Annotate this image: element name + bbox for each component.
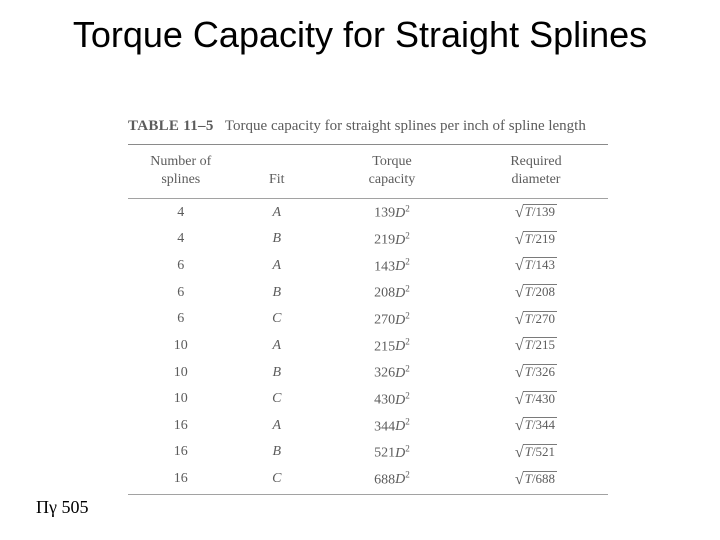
- cell-number: 10: [128, 333, 234, 360]
- cell-torque: 430D2: [320, 386, 464, 413]
- table-row: 16A344D2√T/344: [128, 413, 608, 440]
- cell-torque: 208D2: [320, 279, 464, 306]
- cell-diameter: √T/139: [464, 199, 608, 226]
- cell-diameter: √T/521: [464, 439, 608, 466]
- table-row: 4B219D2√T/219: [128, 226, 608, 253]
- spline-table: Number ofsplines Fit Torquecapacity Requ…: [128, 144, 608, 495]
- cell-number: 6: [128, 279, 234, 306]
- cell-number: 16: [128, 413, 234, 440]
- cell-diameter: √T/270: [464, 306, 608, 333]
- cell-torque: 270D2: [320, 306, 464, 333]
- table-row: 10C430D2√T/430: [128, 386, 608, 413]
- cell-number: 16: [128, 439, 234, 466]
- cell-number: 16: [128, 466, 234, 495]
- cell-fit: A: [234, 253, 320, 280]
- col-header-number: Number ofsplines: [128, 145, 234, 198]
- cell-fit: A: [234, 333, 320, 360]
- cell-torque: 344D2: [320, 413, 464, 440]
- cell-number: 4: [128, 226, 234, 253]
- table-header-row: Number ofsplines Fit Torquecapacity Requ…: [128, 145, 608, 198]
- caption-label: TABLE 11–5: [128, 118, 214, 134]
- cell-torque: 215D2: [320, 333, 464, 360]
- col-header-number-text: Number ofsplines: [150, 154, 211, 187]
- table-row: 10B326D2√T/326: [128, 359, 608, 386]
- col-header-diameter: Requireddiameter: [464, 145, 608, 198]
- cell-diameter: √T/219: [464, 226, 608, 253]
- table-row: 4A139D2√T/139: [128, 199, 608, 226]
- cell-torque: 688D2: [320, 466, 464, 495]
- table-row: 10A215D2√T/215: [128, 333, 608, 360]
- col-header-torque-text: Torquecapacity: [369, 154, 416, 187]
- cell-number: 10: [128, 386, 234, 413]
- cell-fit: B: [234, 226, 320, 253]
- table-row: 16B521D2√T/521: [128, 439, 608, 466]
- cell-number: 10: [128, 359, 234, 386]
- slide-title: Torque Capacity for Straight Splines: [0, 0, 720, 55]
- cell-diameter: √T/208: [464, 279, 608, 306]
- page-reference: Πγ 505: [36, 497, 88, 518]
- col-header-fit-text: Fit: [269, 172, 285, 187]
- slide: Torque Capacity for Straight Splines TAB…: [0, 0, 720, 540]
- col-header-diameter-text: Requireddiameter: [510, 154, 561, 187]
- cell-diameter: √T/326: [464, 359, 608, 386]
- cell-torque: 143D2: [320, 253, 464, 280]
- cell-number: 4: [128, 199, 234, 226]
- cell-diameter: √T/344: [464, 413, 608, 440]
- cell-fit: C: [234, 466, 320, 495]
- cell-fit: A: [234, 413, 320, 440]
- cell-torque: 521D2: [320, 439, 464, 466]
- cell-fit: A: [234, 199, 320, 226]
- cell-fit: B: [234, 439, 320, 466]
- table-row: 6A143D2√T/143: [128, 253, 608, 280]
- cell-fit: C: [234, 306, 320, 333]
- cell-torque: 326D2: [320, 359, 464, 386]
- col-header-torque: Torquecapacity: [320, 145, 464, 198]
- cell-fit: B: [234, 279, 320, 306]
- cell-diameter: √T/430: [464, 386, 608, 413]
- cell-number: 6: [128, 253, 234, 280]
- table-body: 4A139D2√T/1394B219D2√T/2196A143D2√T/1436…: [128, 199, 608, 495]
- cell-number: 6: [128, 306, 234, 333]
- cell-torque: 219D2: [320, 226, 464, 253]
- cell-fit: B: [234, 359, 320, 386]
- cell-diameter: √T/215: [464, 333, 608, 360]
- caption-text: Torque capacity for straight splines per…: [225, 118, 586, 134]
- col-header-fit: Fit: [234, 145, 320, 198]
- cell-torque: 139D2: [320, 199, 464, 226]
- table-caption: TABLE 11–5 Torque capacity for straight …: [128, 116, 608, 136]
- table-row: 6C270D2√T/270: [128, 306, 608, 333]
- table-row: 6B208D2√T/208: [128, 279, 608, 306]
- table-row: 16C688D2√T/688: [128, 466, 608, 495]
- table-container: TABLE 11–5 Torque capacity for straight …: [128, 116, 608, 495]
- cell-diameter: √T/143: [464, 253, 608, 280]
- cell-fit: C: [234, 386, 320, 413]
- cell-diameter: √T/688: [464, 466, 608, 495]
